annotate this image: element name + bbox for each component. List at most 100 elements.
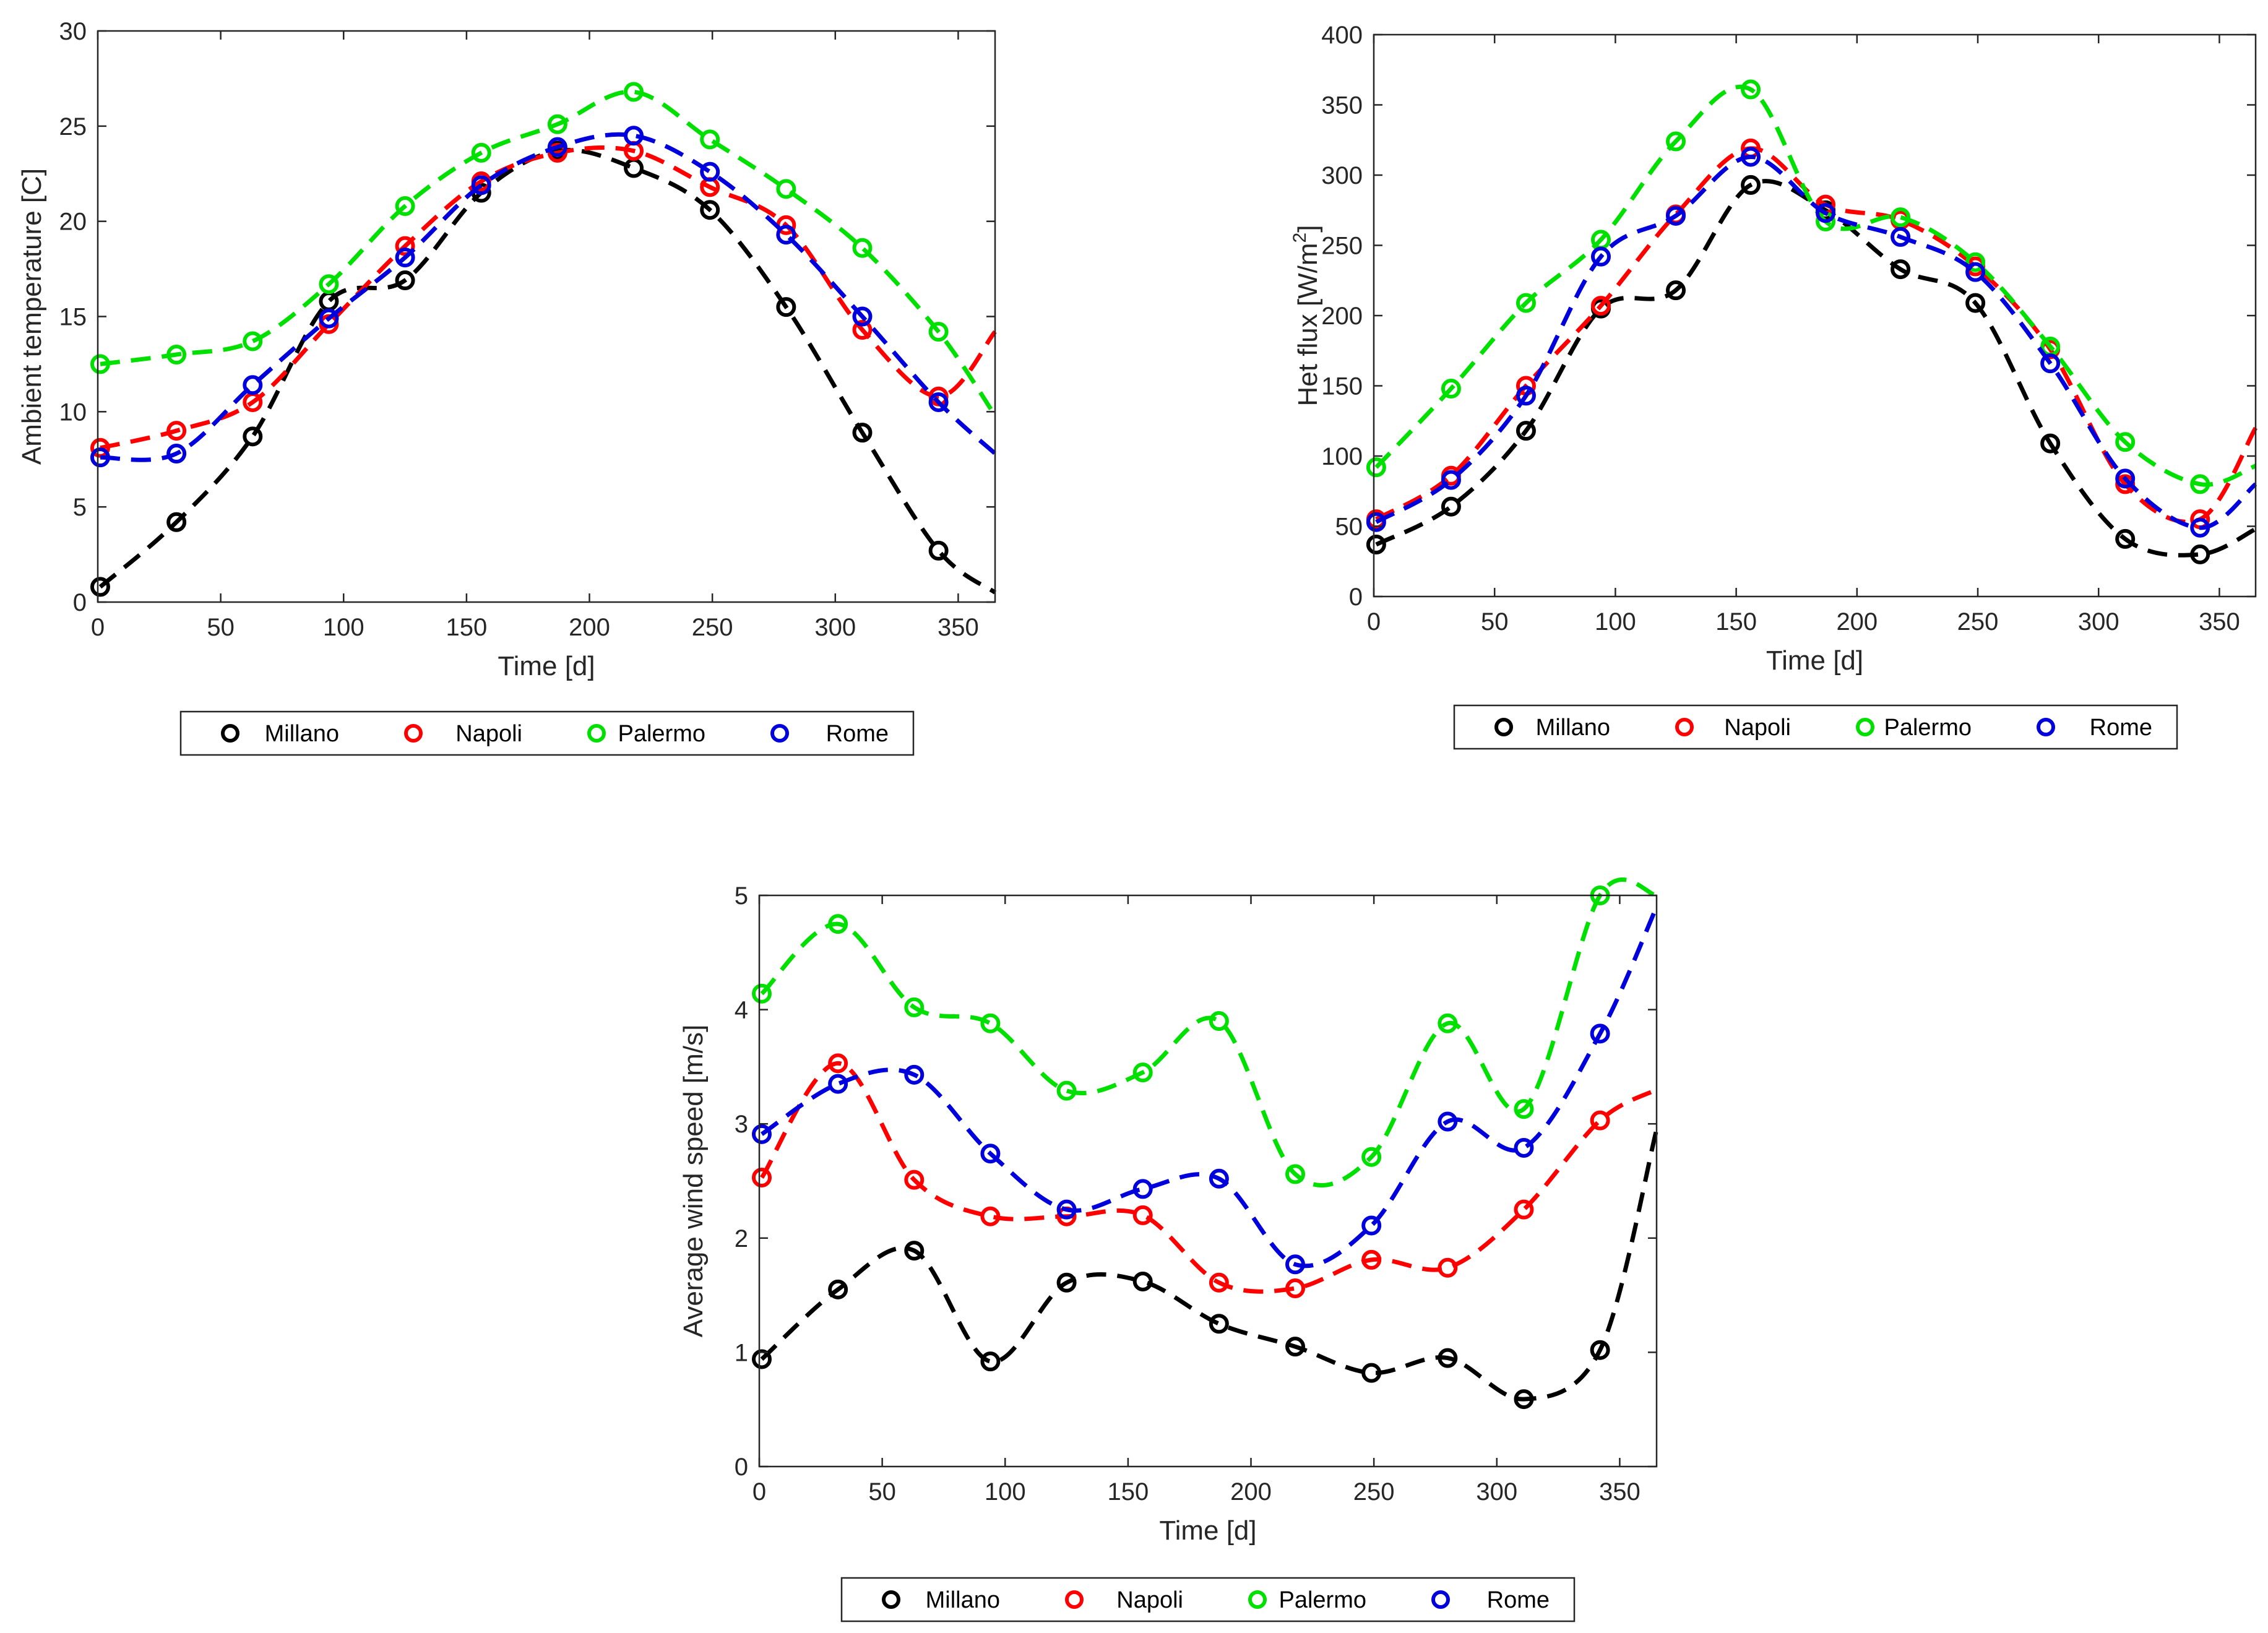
x-tick-label: 100 <box>1595 608 1636 636</box>
legend-label-millano: Millano <box>1536 715 1610 741</box>
chart-panel-3: 0 50 100 150 200 250 300 350 0 1 2 3 4 5 Time [d] Avera… <box>678 877 1659 1622</box>
data-point-palermo <box>776 179 796 199</box>
data-point-millano <box>700 200 720 220</box>
legend: Millano Napoli Palermo Rome <box>179 710 915 756</box>
data-point-rome <box>471 175 491 196</box>
data-point-napoli <box>1438 1257 1458 1278</box>
data-point-rome <box>1891 226 1911 247</box>
data-point-napoli <box>828 1053 848 1074</box>
y-tick-label: 10 <box>59 399 87 426</box>
data-point-millano <box>1441 496 1461 517</box>
data-point-palermo <box>624 82 644 102</box>
data-point-rome <box>1514 1137 1534 1158</box>
data-point-rome <box>852 306 873 327</box>
data-point-rome <box>547 137 567 157</box>
data-point-millano <box>1891 259 1911 280</box>
legend: Millano Napoli Palermo Rome <box>840 1577 1576 1622</box>
y-tick-label: 5 <box>73 494 87 521</box>
data-point-rome <box>1441 470 1461 490</box>
data-point-millano <box>1590 1340 1610 1360</box>
data-point-napoli <box>1590 296 1611 316</box>
data-point-palermo <box>751 983 772 1004</box>
data-point-palermo <box>2115 432 2136 452</box>
data-point-palermo <box>700 129 720 150</box>
y-tick-label: 200 <box>1321 303 1363 330</box>
x-tick-label: 50 <box>868 1478 896 1506</box>
y-tick-label: 150 <box>1321 373 1363 400</box>
data-point-rome <box>1666 205 1686 226</box>
series-line-millano <box>98 147 997 595</box>
data-point-rome <box>319 308 339 329</box>
data-point-palermo <box>166 345 187 365</box>
data-point-millano <box>395 270 415 291</box>
data-point-palermo <box>1666 131 1686 152</box>
data-point-millano <box>1438 1348 1458 1368</box>
legend-marker-rome <box>2037 718 2055 736</box>
x-tick-label: 250 <box>1957 608 1999 636</box>
legend-marker-millano <box>221 724 239 743</box>
legend-marker-rome <box>770 724 789 743</box>
x-tick-label: 200 <box>569 614 610 641</box>
series-line-rome <box>761 906 1659 1269</box>
data-point-rome <box>243 375 263 395</box>
legend-label-napoli: Napoli <box>1724 715 1791 741</box>
legend-label-palermo: Palermo <box>618 721 706 747</box>
legend-box <box>1453 704 2178 750</box>
y-tick-label: 3 <box>735 1111 748 1138</box>
legend-marker-palermo <box>1856 718 1874 736</box>
data-point-rome <box>828 1074 848 1094</box>
legend-box <box>179 710 915 756</box>
data-point-palermo <box>828 914 848 934</box>
legend-label-palermo: Palermo <box>1884 715 1972 741</box>
x-tick-label: 0 <box>91 614 105 641</box>
legend-marker-palermo <box>587 724 606 743</box>
y-tick-label: 250 <box>1321 233 1363 260</box>
data-point-palermo <box>1516 293 1536 313</box>
data-point-palermo <box>1438 1013 1458 1033</box>
data-point-palermo <box>1285 1164 1306 1184</box>
data-point-palermo <box>243 331 263 351</box>
data-point-rome <box>700 162 720 182</box>
data-point-rome <box>1516 386 1536 406</box>
legend-marker-palermo <box>1248 1590 1267 1609</box>
legend-label-rome: Rome <box>1487 1587 1550 1613</box>
data-point-palermo <box>471 142 491 163</box>
data-point-millano <box>1965 293 1986 313</box>
data-point-napoli <box>1285 1278 1306 1299</box>
y-tick-label: 0 <box>1349 584 1363 611</box>
data-point-millano <box>243 426 263 447</box>
data-point-napoli <box>980 1206 1001 1226</box>
data-point-napoli <box>1514 1199 1534 1220</box>
data-point-napoli <box>751 1167 772 1187</box>
data-point-millano <box>1514 1389 1534 1410</box>
data-point-rome <box>1056 1199 1077 1220</box>
data-point-palermo <box>395 196 415 217</box>
data-point-rome <box>1965 262 1986 282</box>
x-tick-label: 350 <box>938 614 979 641</box>
data-point-millano <box>980 1351 1001 1372</box>
data-point-rome <box>776 225 796 245</box>
legend-marker-rome <box>1431 1590 1450 1609</box>
series-line-napoli <box>100 145 997 450</box>
legend-marker-millano <box>882 1590 900 1609</box>
series-line-millano <box>760 1129 1659 1402</box>
chart-panel-2: 0 50 100 150 200 250 300 350 0 50 100 150 200 250 300 3… <box>1290 22 2258 750</box>
data-point-rome <box>1366 512 1386 532</box>
data-point-rome <box>1816 203 1836 223</box>
data-point-millano <box>1741 175 1761 195</box>
x-tick-label: 300 <box>1476 1478 1517 1506</box>
data-point-palermo <box>1056 1080 1077 1101</box>
data-point-millano <box>1056 1272 1077 1293</box>
data-point-palermo <box>852 238 873 258</box>
data-point-millano <box>928 540 949 561</box>
data-point-millano <box>1361 1363 1382 1383</box>
legend-label-millano: Millano <box>926 1587 1000 1613</box>
data-point-millano <box>1516 421 1536 441</box>
data-point-millano <box>166 512 187 532</box>
x-axis-label: Time [d] <box>1766 645 1863 676</box>
data-point-rome <box>1741 147 1761 167</box>
y-tick-label: 4 <box>735 997 748 1024</box>
series-line-millano <box>1375 179 2257 558</box>
data-point-palermo <box>1965 252 1986 272</box>
